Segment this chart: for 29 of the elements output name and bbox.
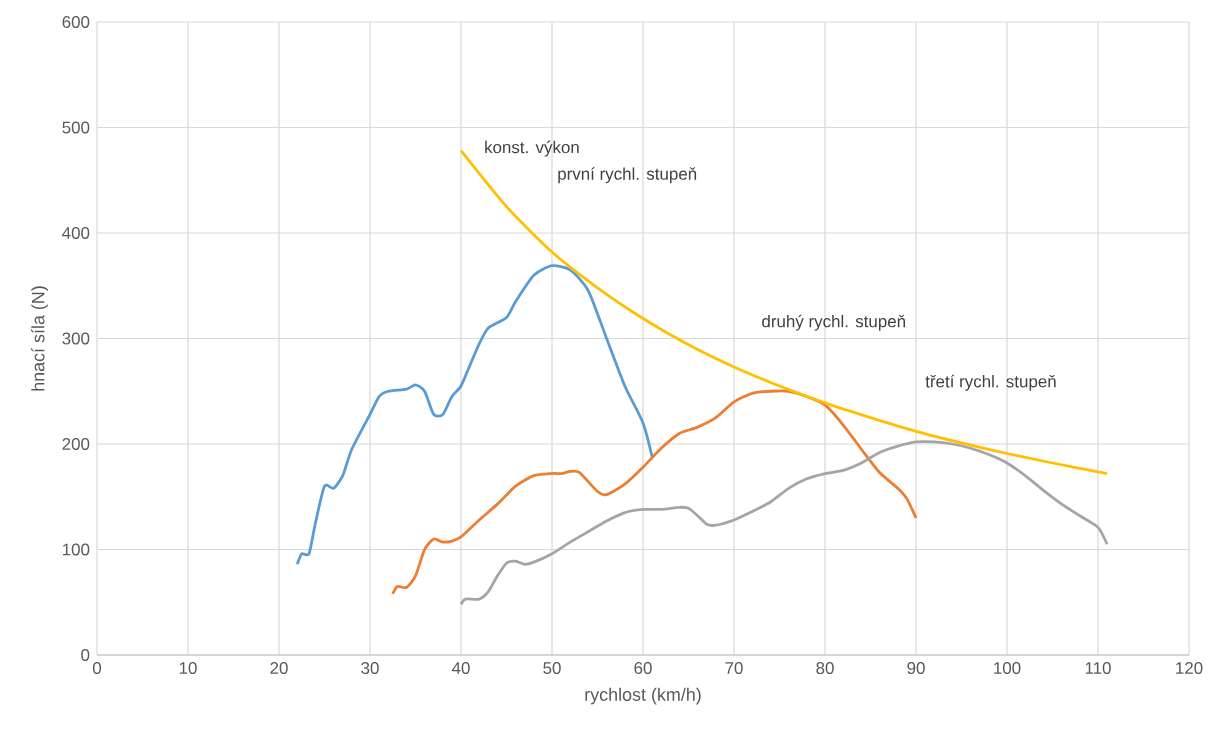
x-tick-label: 10 xyxy=(179,662,197,675)
y-axis-title: hnací síla (N) xyxy=(31,286,49,391)
x-tick-label: 40 xyxy=(451,662,470,675)
x-tick-label: 80 xyxy=(816,662,834,675)
line-series xyxy=(391,389,918,596)
annotation: konst. výkon xyxy=(485,140,579,157)
y-tick-label: 0 xyxy=(81,649,90,661)
x-tick-label: 50 xyxy=(543,662,561,675)
y-tick-label: 400 xyxy=(62,227,90,239)
x-tick-label: 70 xyxy=(725,662,743,675)
y-tick-label: 600 xyxy=(62,16,90,28)
annotation: třetí rychl. stupeň xyxy=(925,374,1056,391)
x-axis-title: rychlost (km/h) xyxy=(585,687,701,705)
x-tick-label: 30 xyxy=(361,662,379,675)
x-tick-label: 20 xyxy=(270,662,288,675)
x-tick-label: 110 xyxy=(1085,662,1111,675)
y-tick-label: 100 xyxy=(62,543,90,556)
line-series xyxy=(459,440,1109,606)
y-tick-label: 300 xyxy=(62,332,90,345)
y-tick-label: 500 xyxy=(62,121,90,134)
line-series xyxy=(295,264,654,566)
y-tick-label: 200 xyxy=(62,438,90,450)
annotation: první rychl. stupeň xyxy=(558,167,697,184)
x-tick-label: 100 xyxy=(994,662,1021,675)
x-tick-label: 0 xyxy=(92,662,102,675)
x-tick-label: 60 xyxy=(634,662,652,675)
annotation: druhý rychl. stupeň xyxy=(762,314,905,331)
x-tick-label: 120 xyxy=(1176,662,1203,675)
x-tick-label: 90 xyxy=(907,662,925,675)
